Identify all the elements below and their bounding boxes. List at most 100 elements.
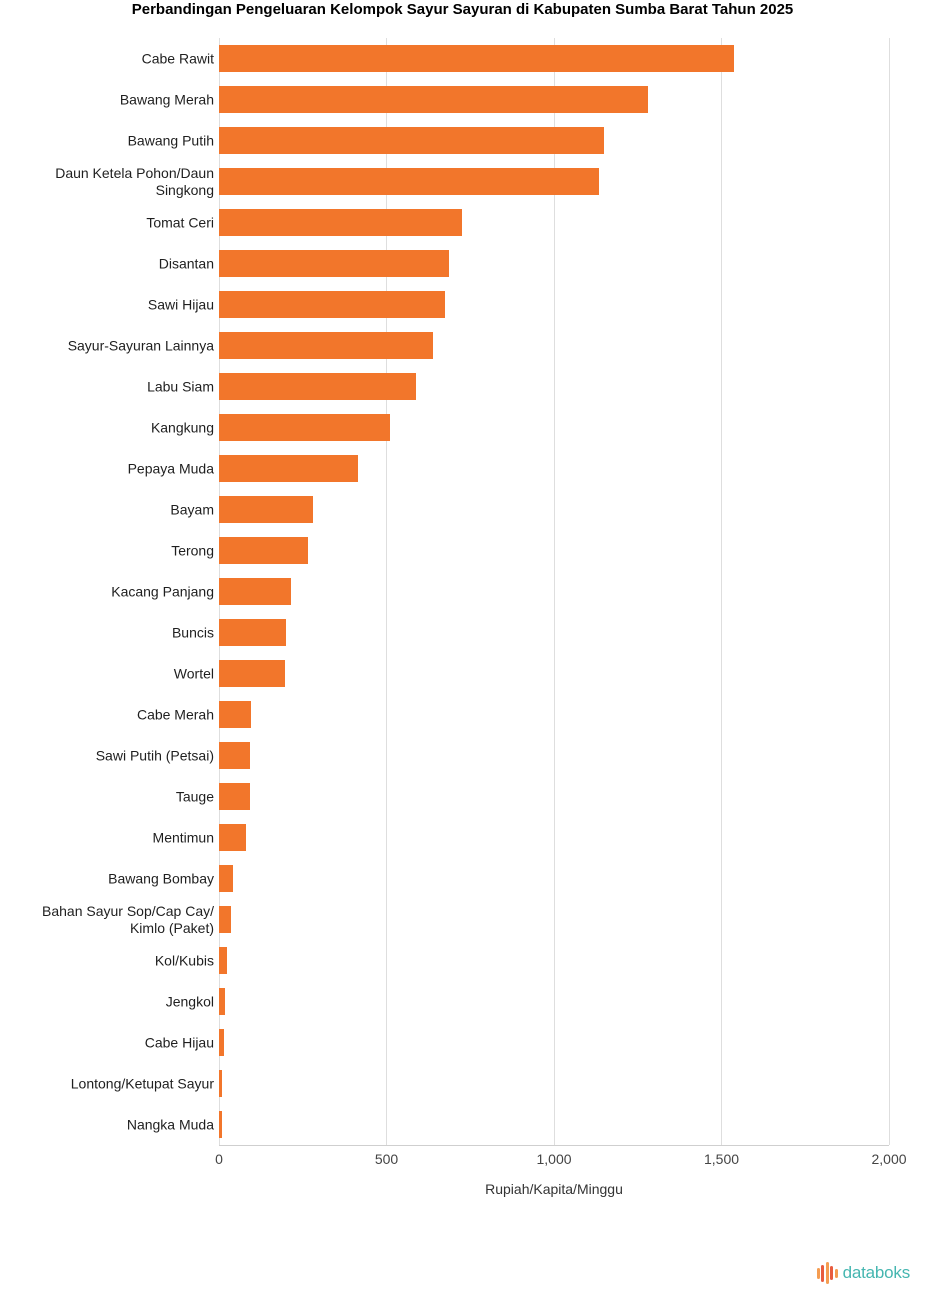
bar — [219, 496, 314, 523]
category-label: Daun Ketela Pohon/Daun Singkong — [55, 164, 214, 198]
category-label: Cabe Hijau — [144, 1034, 214, 1050]
table-row: Bahan Sayur Sop/Cap Cay/ Kimlo (Paket) — [42, 899, 889, 940]
bar — [219, 127, 605, 154]
category-label: Cabe Merah — [136, 706, 214, 722]
x-tick-label: 1,500 — [703, 1151, 740, 1167]
plot-area: Cabe Rawit Bawang Merah Bawang Putih Dau… — [42, 38, 890, 1146]
plot-rows: Cabe Rawit Bawang Merah Bawang Putih Dau… — [42, 38, 889, 1145]
databoks-logo[interactable]: databoks — [816, 1262, 911, 1284]
category-label: Tauge — [175, 788, 214, 804]
table-row: Daun Ketela Pohon/Daun Singkong — [55, 161, 889, 202]
table-row: Jengkol — [166, 981, 889, 1022]
chart-title: Perbandingan Pengeluaran Kelompok Sayur … — [131, 1, 794, 18]
category-label: Pepaya Muda — [127, 460, 214, 476]
table-row: Tomat Ceri — [146, 202, 889, 243]
bar — [219, 578, 292, 605]
table-row: Mentimun — [153, 817, 889, 858]
category-label: Kacang Panjang — [111, 583, 214, 599]
category-label: Bawang Bombay — [108, 870, 214, 886]
bar — [219, 742, 251, 769]
bar — [219, 824, 246, 851]
x-axis: 0 500 1,000 1,500 2,000 — [215, 1151, 906, 1169]
category-label: Bahan Sayur Sop/Cap Cay/ Kimlo (Paket) — [42, 902, 214, 936]
bar — [219, 619, 287, 646]
bar — [219, 250, 449, 277]
databoks-logo-text: databoks — [842, 1263, 911, 1282]
bar — [219, 291, 446, 318]
category-label: Bawang Putih — [127, 132, 214, 148]
x-tick-label: 1,000 — [536, 1151, 572, 1167]
bar — [219, 455, 358, 482]
bar — [219, 1029, 224, 1056]
table-row: Nangka Muda — [127, 1104, 889, 1145]
category-label: Disantan — [158, 255, 214, 271]
category-label: Mentimun — [152, 829, 214, 845]
category-label: Bayam — [170, 501, 214, 517]
gridline — [721, 38, 722, 1145]
logo-bar — [825, 1262, 829, 1284]
table-row: Sayur-Sayuran Lainnya — [68, 325, 889, 366]
table-row: Bayam — [170, 489, 889, 530]
category-label: Wortel — [173, 665, 214, 681]
category-label: Tomat Ceri — [146, 214, 214, 230]
bar — [219, 988, 225, 1015]
table-row: Bawang Merah — [120, 79, 889, 120]
logo-bar — [816, 1267, 820, 1279]
category-label: Sayur-Sayuran Lainnya — [67, 337, 214, 353]
category-label: Nangka Muda — [126, 1116, 214, 1132]
category-label: Sawi Hijau — [147, 296, 214, 312]
table-row: Disantan — [159, 243, 889, 284]
table-row: Tauge — [176, 776, 889, 817]
bar — [219, 373, 416, 400]
category-label: Bawang Merah — [119, 91, 214, 107]
category-label: Labu Siam — [147, 378, 214, 394]
databoks-logo-icon — [816, 1262, 838, 1284]
table-row: Kacang Panjang — [111, 571, 889, 612]
category-label: Kangkung — [150, 419, 214, 435]
table-row: Sawi Hijau — [148, 284, 889, 325]
bar — [219, 947, 228, 974]
category-label: Kol/Kubis — [154, 952, 214, 968]
bar — [219, 414, 391, 441]
table-row: Kol/Kubis — [155, 940, 889, 981]
bar — [219, 1070, 223, 1097]
bar — [219, 660, 286, 687]
table-row: Pepaya Muda — [128, 448, 889, 489]
bar — [219, 783, 250, 810]
category-label: Terong — [171, 542, 214, 558]
bar — [219, 332, 433, 359]
bar — [219, 537, 308, 564]
category-label: Lontong/Ketupat Sayur — [70, 1075, 214, 1091]
footer: databoks — [816, 1262, 911, 1284]
bar — [219, 865, 234, 892]
table-row: Labu Siam — [147, 366, 889, 407]
gridline — [386, 38, 387, 1145]
table-row: Wortel — [174, 653, 889, 694]
x-tick-label: 500 — [374, 1151, 399, 1167]
logo-bar — [834, 1268, 838, 1278]
bar — [219, 168, 600, 195]
table-row: Terong — [171, 530, 889, 571]
table-row: Cabe Merah — [137, 694, 889, 735]
x-tick-label: 0 — [215, 1151, 223, 1167]
x-axis-line — [219, 1145, 889, 1146]
category-label: Sawi Putih (Petsai) — [95, 747, 214, 763]
table-row: Bawang Putih — [128, 120, 889, 161]
logo-bar — [821, 1264, 825, 1282]
bar — [219, 906, 231, 933]
x-axis-title: Rupiah/Kapita/Minggu — [485, 1181, 623, 1197]
gridline — [888, 38, 890, 1145]
table-row: Cabe Rawit — [142, 38, 889, 79]
table-row: Buncis — [172, 612, 889, 653]
category-label: Jengkol — [165, 993, 214, 1009]
table-row: Bawang Bombay — [108, 858, 889, 899]
table-row: Sawi Putih (Petsai) — [96, 735, 889, 776]
bar — [219, 209, 462, 236]
logo-bar — [830, 1266, 834, 1280]
category-label: Buncis — [171, 624, 214, 640]
bar — [219, 701, 252, 728]
category-label: Cabe Rawit — [141, 50, 214, 66]
bar — [219, 86, 649, 113]
table-row: Lontong/Ketupat Sayur — [71, 1063, 889, 1104]
